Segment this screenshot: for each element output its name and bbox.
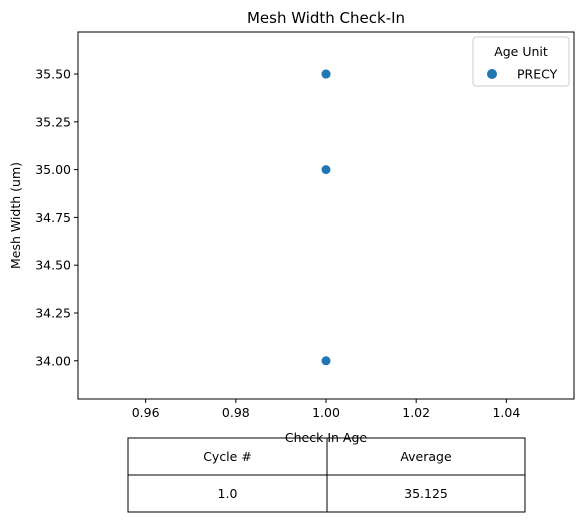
y-axis-ticks: 34.00 34.25 34.50 34.75 35.00 35.25 35.50 [35, 67, 78, 368]
legend-box [472, 36, 570, 87]
y-tick-label: 35.50 [35, 67, 71, 82]
table-cell-average: 35.125 [404, 486, 448, 501]
y-tick-label: 34.50 [35, 258, 71, 273]
table-header-average: Average [400, 449, 452, 464]
data-point [321, 356, 331, 366]
data-table: Cycle # Average 1.0 35.125 [127, 437, 526, 513]
y-tick-label: 34.00 [35, 353, 71, 368]
data-point [321, 69, 331, 79]
x-tick-label: 1.04 [492, 405, 520, 420]
y-tick-label: 35.25 [35, 114, 71, 129]
y-tick-label: 34.75 [35, 210, 71, 225]
y-axis-label: Mesh Width (um) [8, 162, 23, 269]
x-tick-label: 0.96 [132, 405, 160, 420]
x-tick-label: 1.02 [402, 405, 430, 420]
data-point [321, 165, 331, 175]
legend: Age Unit PRECY [472, 36, 570, 87]
data-points [321, 69, 331, 366]
table-cell-cycle: 1.0 [218, 486, 238, 501]
chart-title: Mesh Width Check-In [247, 9, 405, 27]
x-axis-ticks: 0.96 0.98 1.00 1.02 1.04 [132, 399, 520, 420]
x-tick-label: 0.98 [222, 405, 250, 420]
y-tick-label: 35.00 [35, 162, 71, 177]
plot-area [77, 31, 575, 400]
table-header-cycle: Cycle # [203, 449, 252, 464]
legend-marker-precy [487, 69, 497, 79]
legend-label-precy: PRECY [517, 67, 558, 82]
legend-title: Age Unit [494, 44, 548, 59]
x-axis-label: Check In Age [285, 430, 367, 445]
y-tick-label: 34.25 [35, 305, 71, 320]
x-tick-label: 1.00 [312, 405, 340, 420]
